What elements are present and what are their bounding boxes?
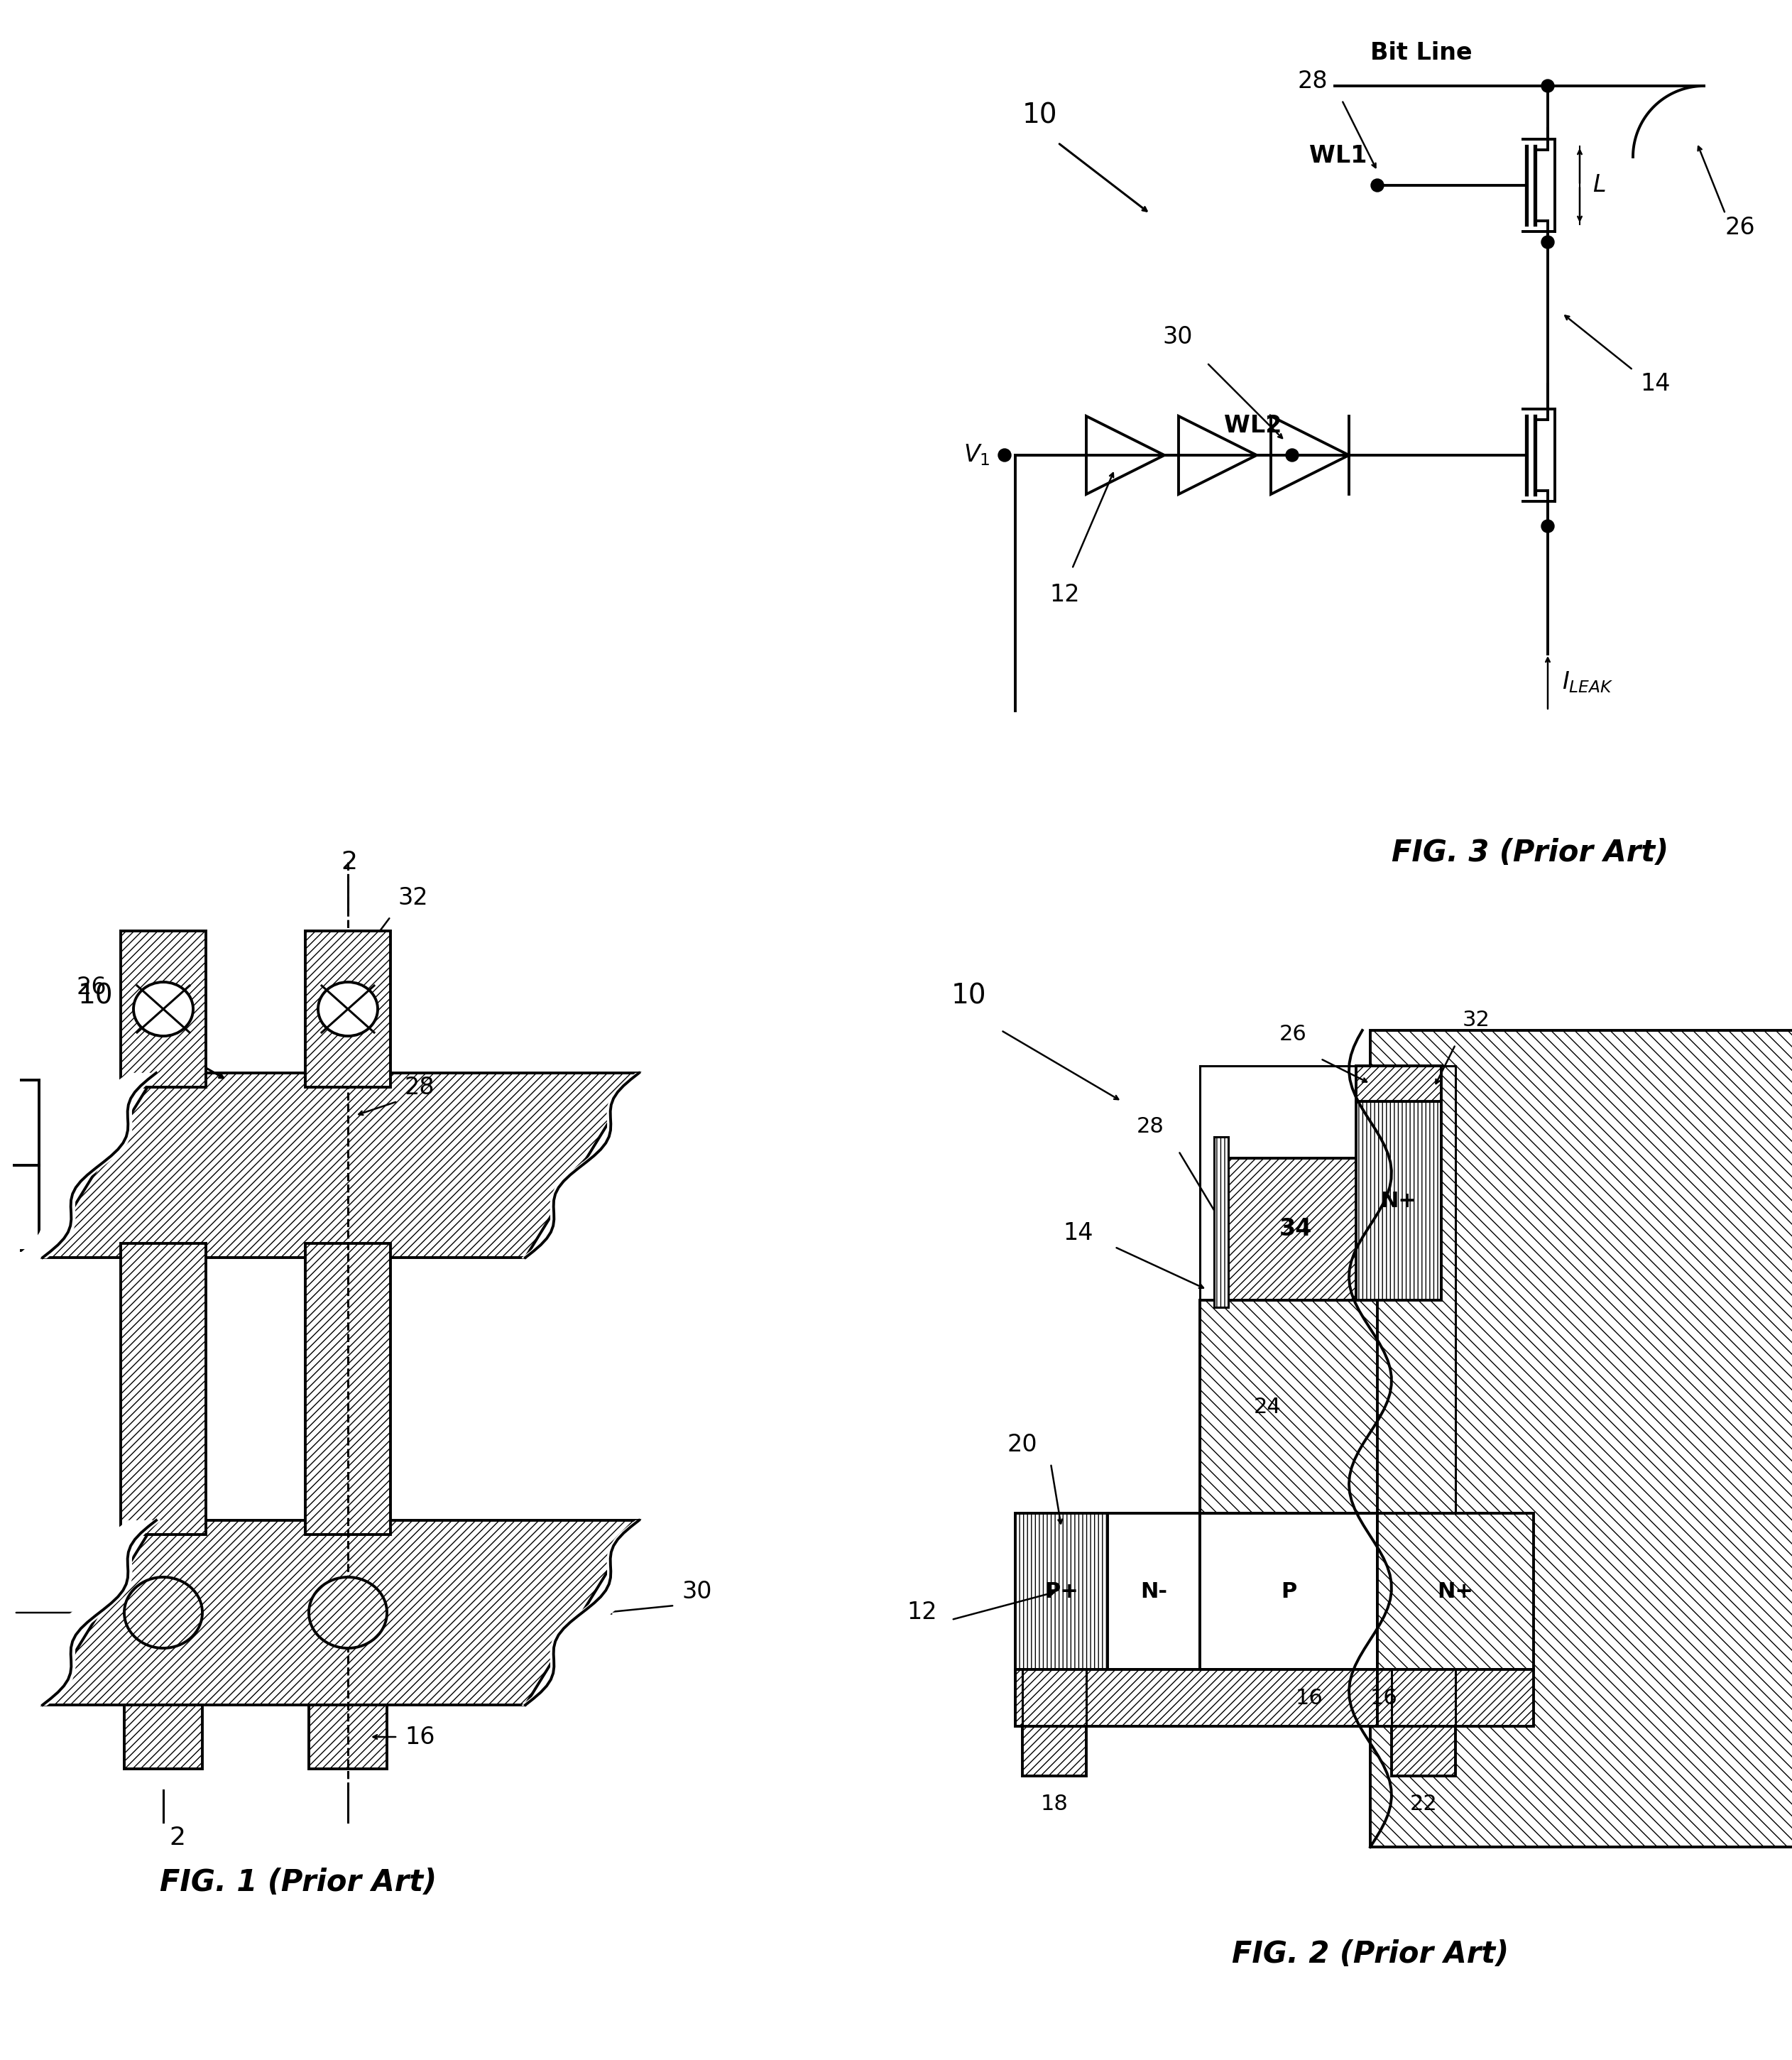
Text: 2: 2	[168, 1825, 186, 1850]
Text: 28: 28	[1297, 70, 1328, 93]
Text: P+: P+	[1045, 1580, 1079, 1601]
Text: 22: 22	[1410, 1794, 1437, 1815]
Text: 16: 16	[1371, 1687, 1398, 1708]
Text: 20: 20	[1007, 1434, 1038, 1456]
Text: 28: 28	[1136, 1117, 1165, 1137]
Ellipse shape	[308, 1578, 387, 1648]
Text: 26: 26	[77, 976, 106, 999]
Text: WL1: WL1	[1308, 144, 1367, 167]
Bar	[1378, 1514, 1534, 1669]
Polygon shape	[43, 1520, 640, 1706]
Circle shape	[1371, 179, 1383, 192]
Text: P: P	[1281, 1580, 1297, 1601]
Circle shape	[1287, 449, 1299, 461]
Polygon shape	[43, 1073, 640, 1257]
Text: 10: 10	[1023, 101, 1057, 128]
Text: 14: 14	[1640, 373, 1670, 396]
Circle shape	[998, 449, 1011, 461]
Bar	[305, 931, 391, 1088]
Bar	[1371, 1030, 1792, 1848]
Text: 14: 14	[1063, 1222, 1093, 1244]
Bar	[1016, 1514, 1107, 1669]
Bar	[1201, 1514, 1378, 1669]
Text: 32: 32	[398, 886, 428, 911]
Ellipse shape	[317, 983, 378, 1036]
Bar	[1107, 1514, 1201, 1669]
Text: $I_{LEAK}$: $I_{LEAK}$	[1563, 670, 1613, 694]
Text: 26: 26	[1726, 216, 1756, 239]
Text: 10: 10	[79, 983, 113, 1009]
Circle shape	[1541, 519, 1554, 534]
Circle shape	[1541, 80, 1554, 93]
Text: 30: 30	[681, 1580, 711, 1603]
Text: 12: 12	[907, 1601, 937, 1625]
Bar	[308, 1706, 387, 1770]
Text: 10: 10	[952, 983, 987, 1009]
Text: N+: N+	[1380, 1191, 1417, 1211]
Circle shape	[1541, 235, 1554, 249]
Text: FIG. 3 (Prior Art): FIG. 3 (Prior Art)	[1391, 838, 1668, 867]
Bar	[305, 1244, 391, 1535]
Bar	[120, 931, 206, 1088]
Text: N+: N+	[1437, 1580, 1473, 1601]
Text: 34: 34	[1279, 1217, 1312, 1240]
Text: 32: 32	[1462, 1009, 1491, 1030]
Bar	[1392, 1726, 1455, 1776]
Text: 12: 12	[1050, 583, 1081, 606]
Bar	[1357, 1065, 1441, 1102]
Text: 2: 2	[340, 851, 357, 873]
Ellipse shape	[124, 1578, 202, 1648]
Text: 16: 16	[405, 1724, 435, 1749]
Bar	[1016, 1669, 1378, 1726]
Bar	[120, 1244, 206, 1535]
Text: 28: 28	[405, 1075, 435, 1100]
Text: 30: 30	[1163, 325, 1193, 348]
Text: 24: 24	[1254, 1397, 1281, 1417]
Text: 18: 18	[1041, 1794, 1068, 1815]
Bar	[1228, 1158, 1364, 1300]
Text: FIG. 1 (Prior Art): FIG. 1 (Prior Art)	[159, 1868, 437, 1897]
Text: $V_1$: $V_1$	[964, 443, 991, 468]
Text: Bit Line: Bit Line	[1371, 41, 1473, 64]
Bar	[1357, 1102, 1441, 1300]
Bar	[1023, 1726, 1086, 1776]
Text: 16: 16	[1296, 1687, 1322, 1708]
Ellipse shape	[133, 983, 194, 1036]
Bar	[1213, 1137, 1228, 1308]
Text: N-: N-	[1140, 1580, 1167, 1601]
Text: WL2: WL2	[1224, 414, 1281, 437]
Text: L: L	[1593, 173, 1606, 198]
Text: 26: 26	[1279, 1024, 1306, 1044]
Bar	[1201, 1300, 1378, 1514]
Text: FIG. 2 (Prior Art): FIG. 2 (Prior Art)	[1231, 1938, 1509, 1969]
Bar	[1378, 1669, 1534, 1726]
Bar	[124, 1706, 202, 1770]
